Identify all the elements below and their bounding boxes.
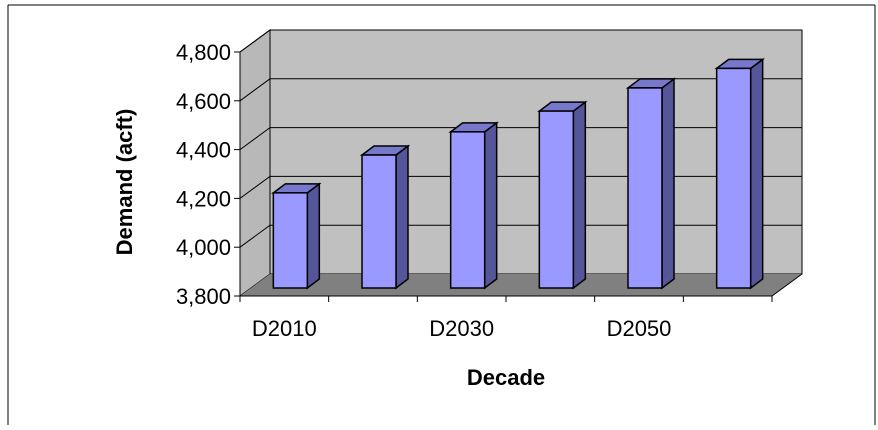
x-tick-labels: D2010 D2030 D2050	[252, 316, 672, 341]
y-tick-label: 4,000	[176, 235, 231, 260]
bar-front	[628, 88, 662, 288]
y-axis-label: Demand (acft)	[112, 109, 137, 256]
x-axis-label: Decade	[467, 365, 545, 390]
bar-front	[451, 132, 485, 288]
bar-D2050	[628, 79, 674, 288]
bar-D2040	[539, 102, 585, 288]
y-tick-label: 4,600	[176, 89, 231, 114]
bar-D2020	[362, 146, 408, 288]
bar-side	[396, 146, 408, 288]
side-wall	[240, 30, 270, 296]
bar-side	[573, 102, 585, 288]
x-tick-label: D2030	[429, 316, 494, 341]
y-tick-label: 4,800	[176, 40, 231, 65]
x-tick-label: D2050	[607, 316, 672, 341]
bar-D2010	[273, 184, 319, 288]
y-tick-label: 4,200	[176, 186, 231, 211]
bar-front	[362, 155, 396, 288]
x-tick-label: D2010	[252, 316, 317, 341]
y-tick-label: 4,400	[176, 138, 231, 163]
bar-side	[485, 123, 497, 288]
bar-side	[307, 184, 319, 288]
bar-side	[662, 79, 674, 288]
bar-side	[751, 59, 763, 288]
bar-front	[273, 193, 307, 288]
bar-D2060	[717, 59, 763, 288]
bar-front	[717, 68, 751, 288]
y-tick-labels: 3,800 4,000 4,200 4,400 4,600 4,800	[176, 40, 231, 309]
bar-D2030	[451, 123, 497, 288]
y-tick-label: 3,800	[176, 284, 231, 309]
bar-front	[539, 111, 573, 288]
